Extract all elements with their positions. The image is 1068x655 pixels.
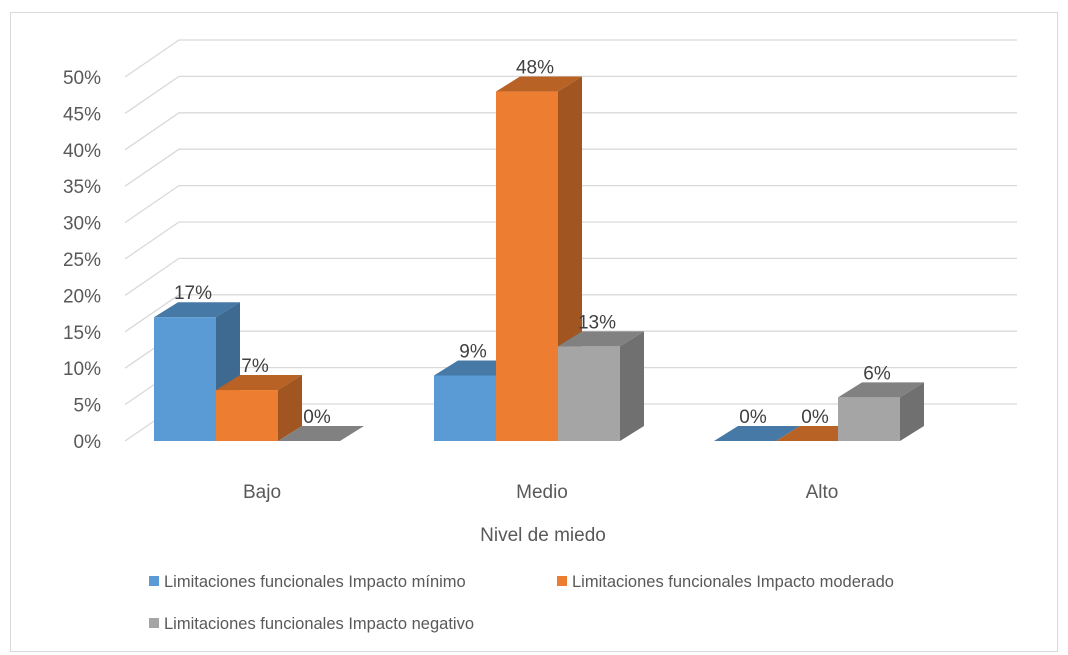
gridline [124, 184, 1017, 224]
gridline [124, 148, 1017, 187]
gridline [124, 221, 1017, 260]
x-axis-title: Nivel de miedo [480, 525, 606, 546]
bar-front-face [558, 346, 620, 441]
bar-top-face [154, 302, 240, 318]
bar [714, 426, 800, 441]
data-label: 17% [174, 283, 212, 304]
y-tick-label: 5% [74, 396, 102, 417]
legend-label: Limitaciones funcionales Impacto moderad… [572, 573, 894, 591]
data-label: 6% [863, 363, 891, 384]
y-tick-label: 45% [63, 104, 101, 125]
bar-top-face [496, 76, 582, 92]
data-label: 48% [516, 58, 554, 79]
legend-swatch [149, 576, 159, 586]
bars-layer [154, 76, 924, 441]
bar-top-face [558, 331, 644, 347]
gridline [124, 257, 1017, 296]
bar [216, 375, 302, 441]
data-label: 0% [801, 407, 829, 428]
gridline [124, 294, 1017, 333]
bar [278, 426, 364, 441]
y-tick-label: 0% [74, 432, 102, 453]
y-tick-label: 35% [63, 177, 101, 198]
x-axis-categories: Bajo Medio Alto [243, 482, 838, 503]
gridline [124, 75, 1017, 114]
bar-side-face [278, 375, 302, 441]
x-category-label: Medio [516, 482, 568, 503]
bar-top-face [216, 375, 302, 391]
data-label: 13% [578, 312, 616, 333]
x-category-label: Alto [806, 482, 839, 503]
y-tick-label: 30% [63, 214, 101, 235]
x-category-label: Bajo [243, 482, 281, 503]
legend-swatch [149, 618, 159, 628]
bar-front-face [496, 91, 558, 441]
y-tick-label: 10% [63, 359, 101, 380]
bar-side-face [900, 382, 924, 441]
legend-item: Limitaciones funcionales Impacto negativ… [149, 615, 474, 633]
bar-top-face [714, 426, 800, 441]
legend-item: Limitaciones funcionales Impacto moderad… [557, 573, 894, 591]
bar-front-face [154, 317, 216, 441]
bar [838, 382, 924, 441]
legend: Limitaciones funcionales Impacto mínimo L… [149, 573, 894, 633]
bar-front-face [216, 390, 278, 441]
y-tick-label: 15% [63, 323, 101, 344]
data-label: 9% [459, 341, 487, 362]
gridline [124, 112, 1017, 151]
legend-label: Limitaciones funcionales Impacto mínimo [164, 573, 466, 591]
legend-item: Limitaciones funcionales Impacto mínimo [149, 573, 466, 591]
legend-swatch [557, 576, 567, 586]
y-tick-label: 40% [63, 141, 101, 162]
data-label: 7% [241, 356, 269, 377]
bar-front-face [434, 375, 496, 441]
bar-top-face [838, 382, 924, 398]
legend-label: Limitaciones funcionales Impacto negativ… [164, 615, 474, 633]
gridlines [124, 39, 1017, 442]
data-label: 0% [739, 407, 767, 428]
y-tick-label: 25% [63, 250, 101, 271]
bar [558, 331, 644, 441]
data-label: 0% [303, 407, 331, 428]
bar-side-face [620, 331, 644, 441]
y-axis-ticks: 0% 5% 10% 15% 20% 25% 30% 35% 40% 45% 50% [63, 68, 101, 453]
y-tick-label: 20% [63, 286, 101, 307]
bar-top-face [278, 426, 364, 441]
bar-front-face [838, 397, 900, 441]
gridline [124, 39, 1017, 78]
data-labels: 17% 7% 0% 9% 48% 13% 0% 0% 6% [174, 58, 891, 428]
y-tick-label: 50% [63, 68, 101, 89]
